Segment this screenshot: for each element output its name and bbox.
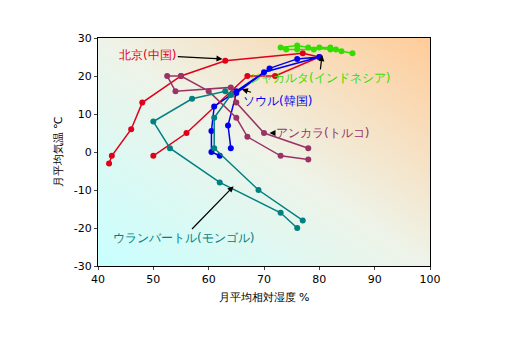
svg-text:0: 0 <box>85 146 92 159</box>
svg-text:20: 20 <box>78 70 92 83</box>
svg-text:70: 70 <box>257 273 271 286</box>
svg-text:北京(中国): 北京(中国) <box>119 48 176 62</box>
svg-text:ソウル(韓国): ソウル(韓国) <box>243 94 312 108</box>
svg-text:40: 40 <box>91 273 105 286</box>
svg-text:30: 30 <box>78 32 92 45</box>
svg-text:80: 80 <box>312 273 326 286</box>
svg-text:50: 50 <box>146 273 160 286</box>
svg-text:月平均気温 ℃: 月平均気温 ℃ <box>52 117 65 188</box>
svg-text:-20: -20 <box>74 222 92 235</box>
svg-text:10: 10 <box>78 108 92 121</box>
svg-text:60: 60 <box>202 273 216 286</box>
svg-text:90: 90 <box>368 273 382 286</box>
svg-text:ウランバートル(モンゴル): ウランバートル(モンゴル) <box>113 231 254 245</box>
svg-text:-30: -30 <box>74 260 92 273</box>
svg-text:100: 100 <box>420 273 441 286</box>
svg-text:-10: -10 <box>74 184 92 197</box>
svg-text:アンカラ(トルコ): アンカラ(トルコ) <box>276 126 369 140</box>
svg-text:月平均相対湿度 %: 月平均相対湿度 % <box>219 291 310 304</box>
svg-text:ジャカルタ(インドネシア): ジャカルタ(インドネシア) <box>249 71 390 85</box>
